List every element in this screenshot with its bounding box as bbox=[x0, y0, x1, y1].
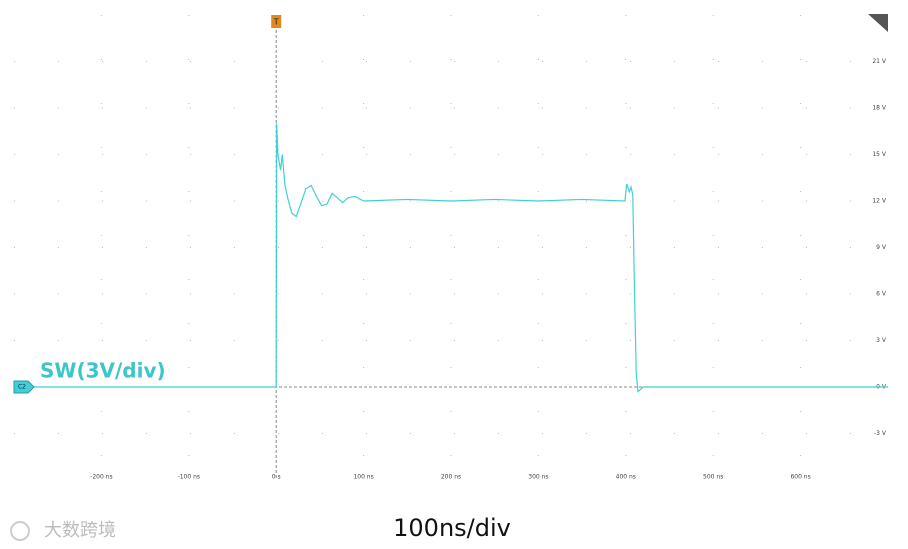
x-tick-label: 0 s bbox=[272, 474, 281, 481]
x-tick-label: 500 ns bbox=[703, 474, 723, 481]
y-tick-label: 3 V bbox=[876, 337, 887, 344]
corner-icon bbox=[868, 14, 888, 32]
trigger-marker bbox=[271, 15, 282, 28]
x-tick-label: -100 ns bbox=[178, 474, 200, 481]
y-tick-label: -3 V bbox=[874, 430, 887, 437]
x-tick-label: 600 ns bbox=[790, 474, 810, 481]
y-tick-label: 12 V bbox=[872, 198, 887, 205]
x-tick-label: 100 ns bbox=[353, 474, 373, 481]
watermark: 大数跨境 bbox=[44, 520, 116, 541]
channel-marker bbox=[13, 380, 35, 394]
waveform bbox=[14, 123, 888, 393]
annotation: SW(3V/div) bbox=[40, 359, 166, 383]
x-tick-label: 400 ns bbox=[616, 474, 636, 481]
channel-label: C2 bbox=[18, 384, 26, 391]
y-tick-label: 18 V bbox=[872, 105, 887, 112]
y-tick-label: 15 V bbox=[872, 151, 887, 158]
x-tick-label: 300 ns bbox=[528, 474, 548, 481]
y-tick-label: 6 V bbox=[876, 291, 887, 298]
y-tick-label: 9 V bbox=[876, 244, 887, 251]
caption: 100ns/div bbox=[393, 514, 511, 542]
x-tick-label: 200 ns bbox=[441, 474, 461, 481]
x-tick-label: -200 ns bbox=[90, 474, 112, 481]
trigger-label: T bbox=[273, 18, 279, 27]
watermark-logo bbox=[10, 521, 30, 541]
y-tick-label: 21 V bbox=[872, 58, 887, 65]
